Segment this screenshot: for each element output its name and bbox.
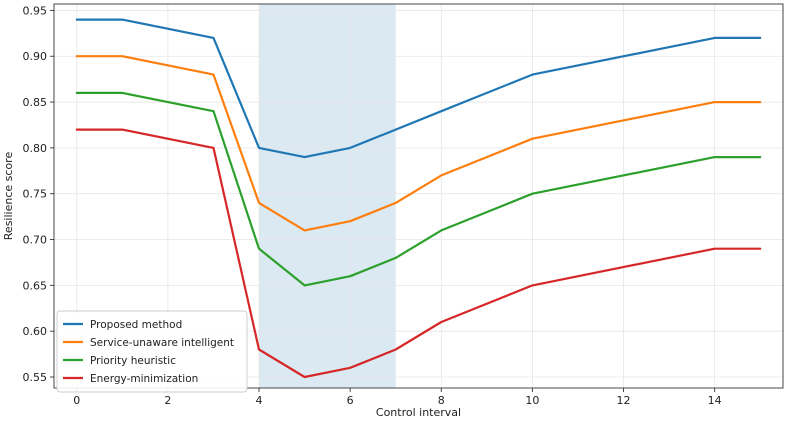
y-tick-label: 0.85 bbox=[23, 96, 48, 109]
y-tick-label: 0.90 bbox=[23, 50, 48, 63]
legend-label: Proposed method bbox=[90, 319, 182, 331]
legend-label: Service-unaware intelligent bbox=[90, 337, 234, 349]
x-tick-label: 2 bbox=[164, 394, 171, 407]
series-layer bbox=[75, 18, 762, 379]
series-line-2 bbox=[75, 55, 762, 232]
y-tick-label: 0.95 bbox=[23, 4, 48, 17]
y-tick-label: 0.65 bbox=[23, 279, 48, 292]
highlight-span-layer bbox=[259, 4, 396, 388]
y-axis-label: Resilience score bbox=[2, 152, 15, 241]
y-tick-label: 0.75 bbox=[23, 188, 48, 201]
y-tick-label: 0.60 bbox=[23, 325, 48, 338]
x-tick-label: 12 bbox=[617, 394, 631, 407]
x-tick-label: 14 bbox=[708, 394, 722, 407]
highlight-span bbox=[259, 4, 396, 388]
series-line-3 bbox=[75, 91, 762, 287]
x-tick-label: 0 bbox=[73, 394, 80, 407]
x-tick-label: 4 bbox=[256, 394, 263, 407]
axes-layer: 0 2 4 6 8 10 12 14 0.55 0.60 0.65 0.70 0.75 0.80 0.85 0… bbox=[23, 3, 784, 407]
y-tick-label: 0.80 bbox=[23, 142, 48, 155]
plot-frame bbox=[53, 3, 784, 389]
grid-layer bbox=[54, 4, 783, 388]
legend-box bbox=[56, 310, 248, 393]
x-tick-label: 8 bbox=[438, 394, 445, 407]
y-tick-label: 0.70 bbox=[23, 234, 48, 247]
y-tick-label: 0.55 bbox=[23, 371, 48, 384]
legend-label: Energy-minimization bbox=[90, 373, 198, 385]
x-tick-label: 6 bbox=[347, 394, 354, 407]
legend-label: Priority heuristic bbox=[90, 355, 176, 367]
legend: Proposed method Service-unaware intellige… bbox=[56, 310, 248, 393]
series-line-1 bbox=[75, 18, 762, 159]
series-line-4 bbox=[75, 128, 762, 379]
x-tick-label: 10 bbox=[525, 394, 539, 407]
x-axis-label: Control interval bbox=[376, 406, 461, 419]
